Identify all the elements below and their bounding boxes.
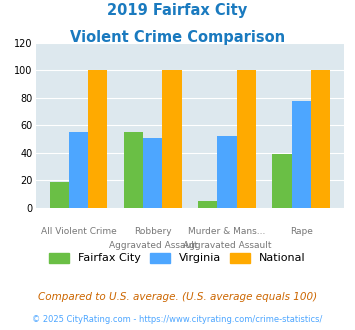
Text: Violent Crime Comparison: Violent Crime Comparison — [70, 30, 285, 45]
Bar — [217, 136, 237, 208]
Bar — [88, 70, 108, 208]
Text: All Violent Crime: All Violent Crime — [40, 227, 116, 236]
Bar — [272, 154, 292, 208]
Text: Robbery: Robbery — [134, 227, 171, 236]
Text: Compared to U.S. average. (U.S. average equals 100): Compared to U.S. average. (U.S. average … — [38, 292, 317, 302]
Text: 2019 Fairfax City: 2019 Fairfax City — [107, 3, 248, 18]
Text: Aggravated Assault: Aggravated Assault — [183, 241, 271, 250]
Text: Rape: Rape — [290, 227, 313, 236]
Bar — [69, 132, 88, 208]
Bar — [163, 70, 182, 208]
Bar — [143, 138, 163, 208]
Text: Aggravated Assault: Aggravated Assault — [109, 241, 197, 250]
Text: Murder & Mans...: Murder & Mans... — [189, 227, 266, 236]
Text: © 2025 CityRating.com - https://www.cityrating.com/crime-statistics/: © 2025 CityRating.com - https://www.city… — [32, 315, 323, 324]
Bar — [198, 201, 217, 208]
Bar — [50, 182, 69, 208]
Bar — [292, 101, 311, 208]
Bar — [311, 70, 330, 208]
Bar — [237, 70, 256, 208]
Legend: Fairfax City, Virginia, National: Fairfax City, Virginia, National — [49, 253, 306, 263]
Bar — [124, 132, 143, 208]
